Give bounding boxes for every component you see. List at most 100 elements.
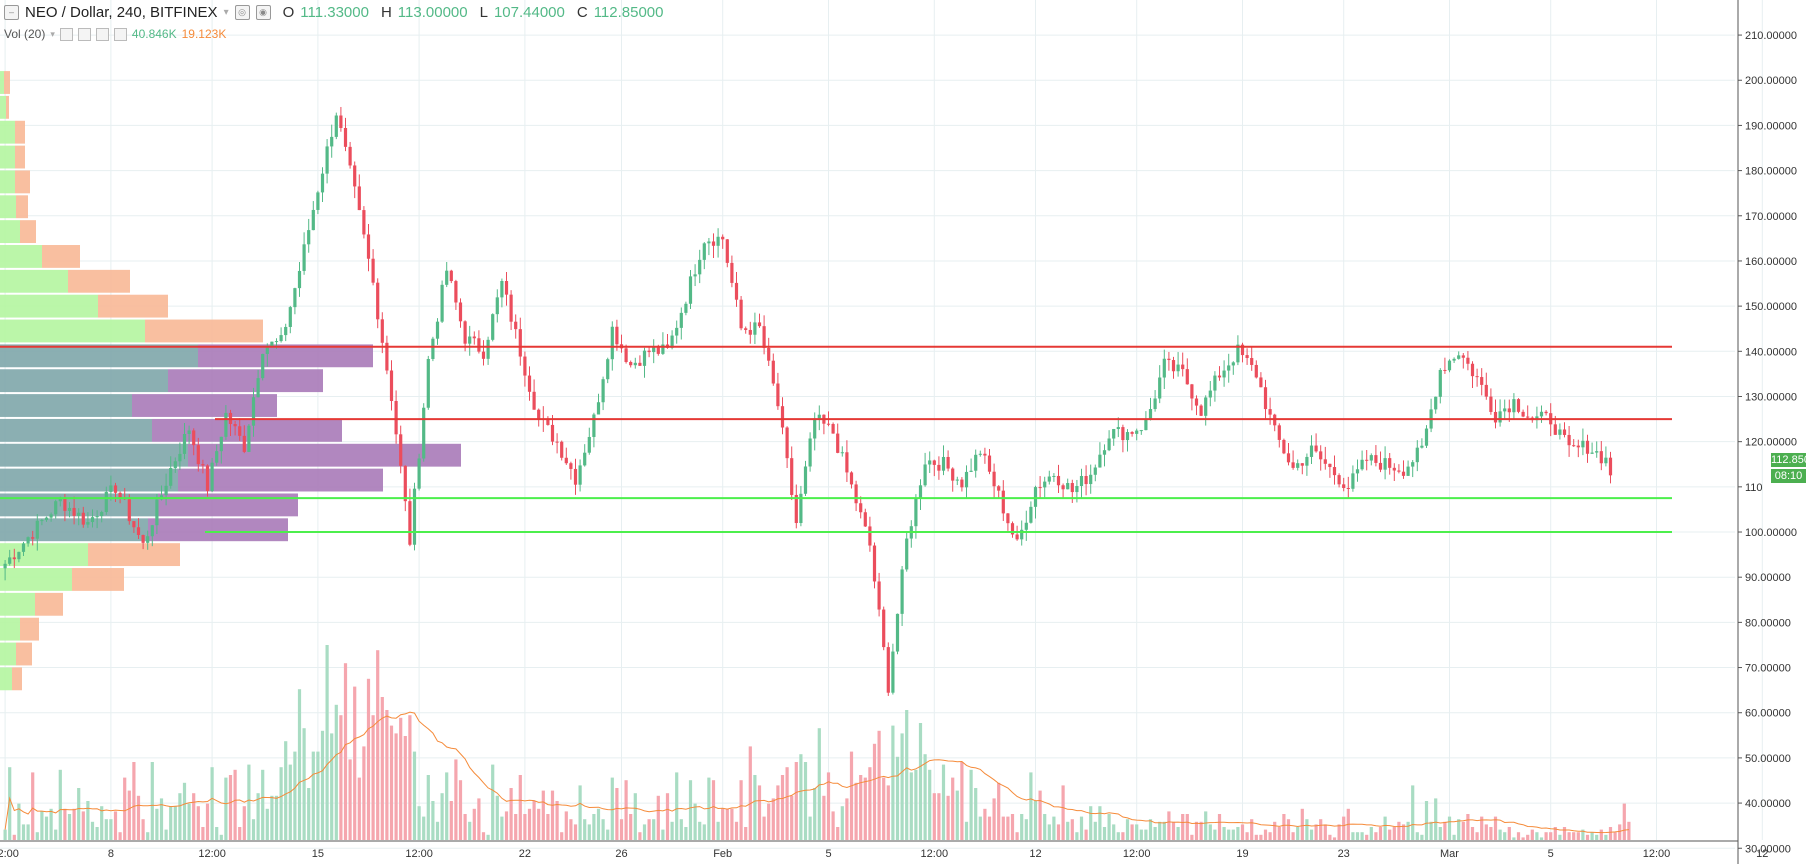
volume-bar [1148,819,1153,840]
volume-bar [362,746,366,840]
candle-body [1590,452,1594,454]
volume-bar [164,829,168,840]
price-axis-label: 90.00000 [1745,572,1791,584]
candle-body [509,294,513,322]
volume-bar [1259,834,1263,840]
volume-profile-buy-bar [0,120,15,144]
volume-bar [182,782,187,840]
candle-body [334,115,338,137]
volume-label[interactable]: Vol (20) [4,27,46,41]
candle-body [343,127,348,147]
volume-profile-buy-bar [0,592,35,616]
price-axis-label: 200.00000 [1745,75,1797,87]
volume-bar [63,808,67,840]
volume-profile-sell-bar [158,493,298,517]
volume-profile-sell-bar [198,344,373,368]
candle-body [1245,355,1249,359]
volume-profile-sell-bar [15,145,25,169]
volume-bar [1130,824,1134,840]
close-icon[interactable] [113,27,127,41]
candle-body [1162,358,1166,378]
candle-body [1056,475,1061,486]
volume-profile-buy-bar [0,245,42,268]
price-axis-label: 120.00000 [1745,437,1797,449]
candle-body [435,321,440,339]
chevron-down-icon[interactable]: ▾ [50,28,55,39]
candle-body [573,468,578,485]
volume-bar [863,777,867,840]
candle-body [1010,523,1015,535]
candle-body [914,497,918,527]
symbol-title[interactable]: NEO / Dollar, 240, BITFINEX [25,4,218,21]
volume-bar [647,819,651,840]
volume-bar [615,788,619,840]
candle-body [164,485,168,496]
candle-body [679,312,683,328]
volume-bar [458,780,463,840]
volume-bar [1185,814,1189,840]
volume-bar [624,780,628,840]
volume-bar [1475,832,1479,840]
time-axis-label: 22 [519,848,531,860]
eye-icon[interactable]: ◉ [255,5,271,20]
volume-bar [1305,819,1309,840]
volume-bar [1530,829,1534,840]
candle-body [629,362,633,366]
settings-icon[interactable] [77,27,91,41]
volume-bar [1250,819,1254,840]
volume-bar [311,751,315,840]
candle-body [1484,384,1488,397]
candle-body [1194,398,1199,406]
candle-body [1185,369,1189,385]
candle-body [251,397,256,426]
candle-body [1424,428,1429,446]
volume-bar [652,819,656,840]
add-icon[interactable] [95,27,109,41]
volume-bar [1378,827,1383,840]
candle-body [1337,475,1341,485]
candle-body [348,146,352,166]
volume-bar [1355,832,1360,840]
candle-body [624,348,628,363]
volume-bar [868,767,872,840]
volume-bar [767,803,771,840]
volume-bar [1627,821,1631,840]
volume-bar [550,790,555,840]
candle-body [1401,471,1406,476]
candle-body [564,457,568,464]
volume-bar [431,801,435,840]
eye-icon[interactable] [59,27,73,41]
volume-bar [477,798,481,840]
settings-icon[interactable]: ◎ [234,5,250,20]
volume-profile-sell-bar [15,170,30,194]
candle-body [1452,358,1456,361]
volume-bar [1047,824,1051,840]
candle-body [297,270,302,289]
volume-bar [698,821,702,840]
candle-body [1493,411,1498,423]
candle-body [849,472,854,485]
volume-bar [1590,832,1594,840]
candle-body [1066,483,1070,490]
candle-body [1213,375,1217,391]
time-axis-label: 12:00 [921,848,949,860]
volume-bar [900,733,904,840]
candle-body [95,516,99,518]
volume-bar [711,780,716,840]
candle-body [900,569,904,614]
candle-body [1539,411,1544,417]
volume-bar [49,808,53,840]
volume-bar [1553,827,1557,840]
candle-body [550,424,555,442]
volume-bar [776,785,780,840]
collapse-icon[interactable]: – [4,5,19,20]
candle-body [744,328,748,330]
volume-bar [1309,829,1314,840]
candle-body [196,445,200,465]
candle-body [721,236,725,240]
candle-body [1015,534,1019,540]
chevron-down-icon[interactable]: ▾ [223,7,229,18]
volume-bar [486,834,490,840]
volume-bar [937,793,941,840]
